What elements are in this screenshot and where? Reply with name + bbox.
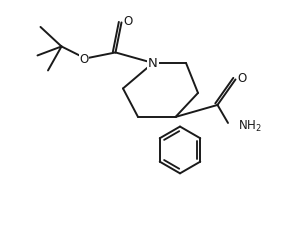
Text: N: N [148, 57, 158, 70]
Text: O: O [124, 15, 133, 28]
Text: NH$_2$: NH$_2$ [238, 119, 262, 134]
Text: O: O [238, 72, 247, 85]
Text: O: O [80, 53, 88, 66]
